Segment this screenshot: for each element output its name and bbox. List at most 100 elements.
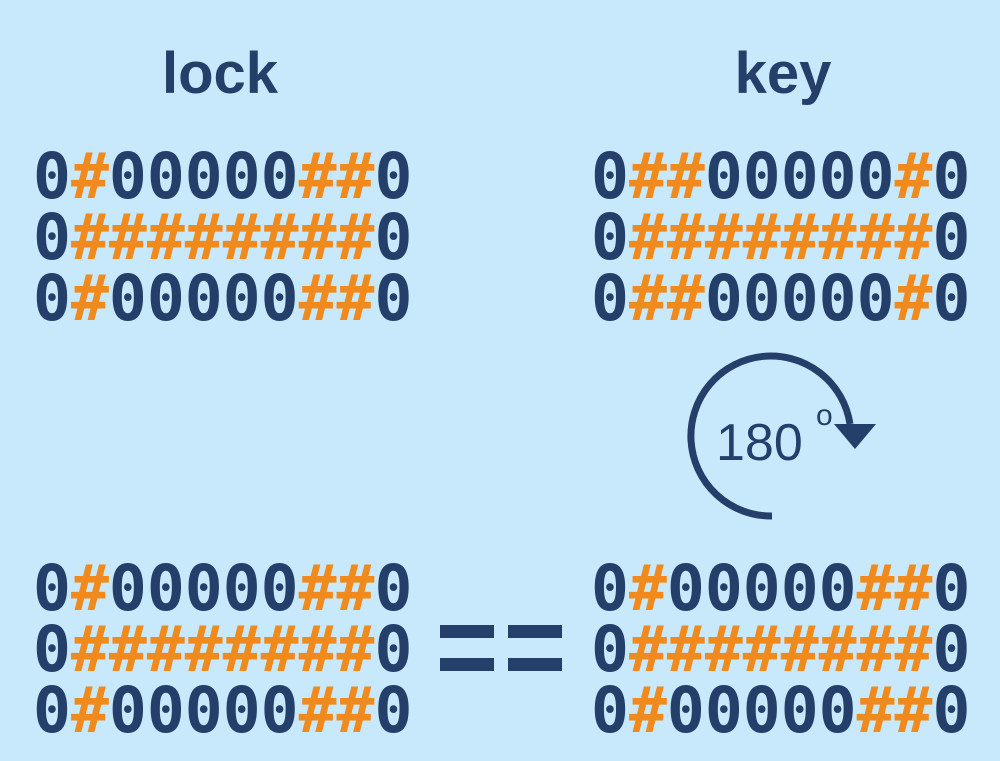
grid-row: 0#00000##0 bbox=[33, 145, 412, 208]
zero-cell: 0 bbox=[108, 552, 147, 625]
zero-cell: 0 bbox=[222, 262, 261, 335]
zero-cell: 0 bbox=[591, 674, 629, 747]
hash-cell: # bbox=[780, 201, 819, 274]
hash-cell: # bbox=[628, 674, 667, 747]
rotated-key-grid: 0#00000##0 0########0 0#00000##0 bbox=[591, 557, 971, 742]
zero-cell: 0 bbox=[33, 674, 71, 747]
hash-cell: # bbox=[894, 262, 933, 335]
hash-cell: # bbox=[260, 201, 299, 274]
hash-cell: # bbox=[108, 201, 147, 274]
hash-cell: # bbox=[336, 140, 375, 213]
hash-cell: # bbox=[894, 674, 933, 747]
hash-cell: # bbox=[336, 201, 375, 274]
zero-cell: 0 bbox=[33, 552, 71, 625]
key-title: key bbox=[734, 41, 832, 106]
zero-cell: 0 bbox=[704, 140, 743, 213]
hash-cell: # bbox=[704, 201, 743, 274]
zero-cell: 0 bbox=[222, 140, 261, 213]
grid-row: 0#00000##0 bbox=[33, 679, 412, 742]
grid-row: 0########0 bbox=[591, 206, 970, 269]
hash-cell: # bbox=[894, 552, 933, 625]
rotation-value: 180 bbox=[716, 414, 803, 472]
zero-cell: 0 bbox=[374, 552, 413, 625]
zero-cell: 0 bbox=[108, 262, 147, 335]
zero-cell: 0 bbox=[374, 674, 413, 747]
zero-cell: 0 bbox=[780, 262, 819, 335]
zero-cell: 0 bbox=[374, 201, 413, 274]
hash-cell: # bbox=[146, 201, 185, 274]
grid-row: 0#00000##0 bbox=[591, 679, 970, 742]
grid-row: 0##00000#0 bbox=[591, 145, 970, 208]
zero-cell: 0 bbox=[932, 613, 971, 686]
hash-cell: # bbox=[666, 262, 705, 335]
hash-cell: # bbox=[818, 201, 857, 274]
hash-cell: # bbox=[298, 140, 337, 213]
zero-cell: 0 bbox=[591, 613, 629, 686]
lock-title: lock bbox=[161, 41, 279, 106]
hash-cell: # bbox=[666, 140, 705, 213]
zero-cell: 0 bbox=[856, 140, 895, 213]
zero-cell: 0 bbox=[932, 201, 971, 274]
grid-row: 0#00000##0 bbox=[33, 557, 412, 620]
zero-cell: 0 bbox=[260, 140, 299, 213]
hash-cell: # bbox=[780, 613, 819, 686]
hash-cell: # bbox=[336, 262, 375, 335]
zero-cell: 0 bbox=[818, 140, 857, 213]
zero-cell: 0 bbox=[742, 262, 781, 335]
zero-cell: 0 bbox=[932, 674, 971, 747]
hash-cell: # bbox=[856, 674, 895, 747]
zero-cell: 0 bbox=[33, 613, 71, 686]
zero-cell: 0 bbox=[818, 262, 857, 335]
hash-cell: # bbox=[298, 674, 337, 747]
hash-cell: # bbox=[628, 613, 667, 686]
zero-cell: 0 bbox=[591, 262, 629, 335]
zero-cell: 0 bbox=[374, 140, 413, 213]
hash-cell: # bbox=[628, 140, 667, 213]
zero-cell: 0 bbox=[146, 262, 185, 335]
hash-cell: # bbox=[856, 552, 895, 625]
zero-cell: 0 bbox=[108, 674, 147, 747]
hash-cell: # bbox=[336, 613, 375, 686]
zero-cell: 0 bbox=[591, 140, 629, 213]
lock-grid-bottom: 0#00000##0 0########0 0#00000##0 bbox=[33, 557, 412, 742]
hash-cell: # bbox=[298, 613, 337, 686]
hash-cell: # bbox=[70, 613, 109, 686]
zero-cell: 0 bbox=[260, 674, 299, 747]
zero-cell: 0 bbox=[818, 674, 857, 747]
hash-cell: # bbox=[184, 201, 223, 274]
zero-cell: 0 bbox=[33, 201, 71, 274]
key-grid: 0##00000#0 0########0 0##00000#0 bbox=[591, 145, 970, 330]
zero-cell: 0 bbox=[222, 552, 261, 625]
zero-cell: 0 bbox=[33, 262, 71, 335]
rotate-arrow-icon bbox=[687, 352, 876, 520]
zero-cell: 0 bbox=[33, 140, 71, 213]
hash-cell: # bbox=[70, 552, 109, 625]
hash-cell: # bbox=[856, 613, 895, 686]
zero-cell: 0 bbox=[146, 552, 185, 625]
grid-row: 0########0 bbox=[33, 618, 412, 681]
zero-cell: 0 bbox=[932, 552, 971, 625]
hash-cell: # bbox=[894, 140, 933, 213]
zero-cell: 0 bbox=[184, 674, 223, 747]
zero-cell: 0 bbox=[260, 262, 299, 335]
equals-sign bbox=[440, 625, 562, 671]
zero-cell: 0 bbox=[222, 674, 261, 747]
zero-cell: 0 bbox=[146, 140, 185, 213]
equals-bar bbox=[508, 625, 562, 638]
zero-cell: 0 bbox=[780, 674, 819, 747]
hash-cell: # bbox=[70, 140, 109, 213]
zero-cell: 0 bbox=[374, 613, 413, 686]
rotation-degree-symbol: o bbox=[816, 399, 833, 432]
hash-cell: # bbox=[628, 262, 667, 335]
hash-cell: # bbox=[856, 201, 895, 274]
hash-cell: # bbox=[894, 613, 933, 686]
hash-cell: # bbox=[336, 674, 375, 747]
zero-cell: 0 bbox=[704, 262, 743, 335]
zero-cell: 0 bbox=[184, 262, 223, 335]
equals-bar bbox=[508, 658, 562, 671]
zero-cell: 0 bbox=[856, 262, 895, 335]
lock-grid: 0#00000##0 0########0 0#00000##0 bbox=[33, 145, 413, 330]
zero-cell: 0 bbox=[818, 552, 857, 625]
hash-cell: # bbox=[666, 613, 705, 686]
hash-cell: # bbox=[742, 613, 781, 686]
